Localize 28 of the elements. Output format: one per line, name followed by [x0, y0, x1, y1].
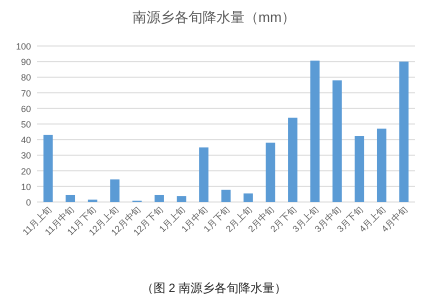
- bar: [399, 62, 409, 202]
- bar: [376, 128, 386, 202]
- bar: [66, 194, 76, 202]
- bar: [266, 142, 276, 202]
- bar: [154, 194, 164, 202]
- bar: [310, 60, 320, 202]
- y-tick-label: 40: [20, 135, 31, 146]
- y-tick-label: 70: [20, 88, 31, 98]
- bar: [176, 196, 186, 202]
- y-tick-label: 10: [20, 182, 31, 192]
- y-tick-label: 100: [16, 42, 31, 52]
- bar: [354, 136, 364, 202]
- bar: [43, 134, 53, 202]
- y-tick-label: 50: [20, 120, 31, 130]
- bar: [110, 179, 120, 202]
- bar: [244, 193, 253, 202]
- y-tick-label: 0: [26, 198, 31, 208]
- text: （图 2 南源乡各旬降水量）: [141, 281, 287, 295]
- y-tick-label: 90: [20, 57, 31, 68]
- y-tick-label: 20: [20, 166, 31, 176]
- chart-title: 南源乡各旬降水量（mm）: [132, 9, 296, 25]
- bar: [288, 118, 298, 202]
- y-tick-label: 30: [20, 150, 31, 161]
- bar: [332, 80, 342, 202]
- y-tick-label: 80: [20, 72, 31, 83]
- bar: [221, 190, 231, 202]
- y-tick-label: 60: [20, 104, 31, 114]
- bar: [199, 147, 208, 202]
